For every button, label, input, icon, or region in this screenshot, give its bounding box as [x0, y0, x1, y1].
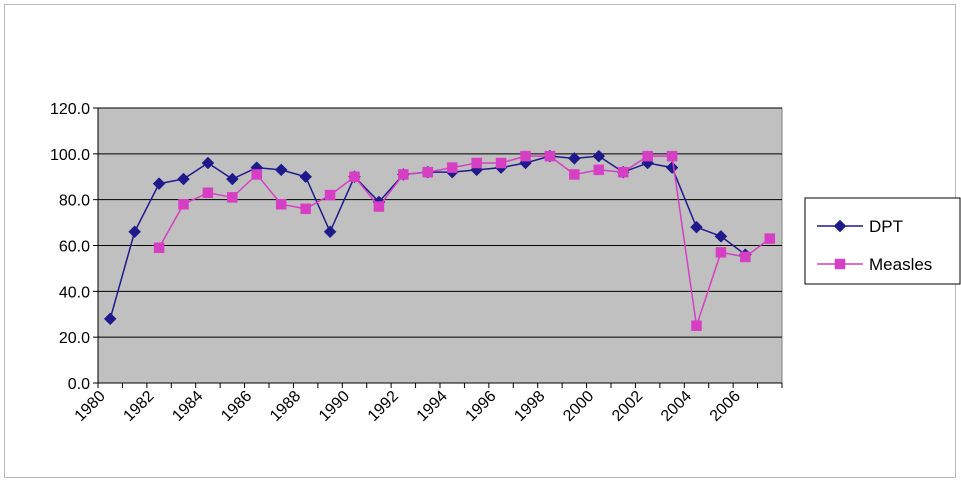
- legend-label: DPT: [869, 217, 903, 236]
- x-tick-label: 1986: [218, 388, 255, 425]
- data-point-square: [834, 258, 846, 270]
- data-point-square: [300, 203, 311, 215]
- data-point-square: [178, 199, 189, 210]
- data-point-diamond: [568, 152, 581, 165]
- data-point-square: [764, 233, 776, 244]
- data-point-diamond: [665, 161, 679, 174]
- x-tick-label: 2006: [707, 388, 744, 425]
- data-point-diamond: [103, 312, 117, 326]
- data-point-square: [373, 201, 385, 212]
- data-point-square: [251, 169, 263, 180]
- y-tick-label: 80.0: [59, 193, 90, 210]
- legend-item-dpt: DPT: [817, 217, 903, 236]
- data-point-square: [642, 150, 653, 162]
- x-tick-label: 1998: [511, 388, 548, 425]
- data-point-square: [666, 150, 678, 162]
- data-point-square: [153, 242, 165, 254]
- data-point-square: [227, 192, 238, 203]
- data-point-square: [544, 150, 556, 162]
- x-tick-label: 2000: [560, 388, 597, 425]
- x-tick-label: 2002: [609, 388, 646, 425]
- x-tick-label: 1982: [120, 388, 157, 425]
- legend-label: Measles: [869, 255, 932, 274]
- data-point-diamond: [152, 177, 166, 190]
- x-tick-label: 2004: [658, 388, 695, 425]
- data-point-diamond: [177, 172, 190, 186]
- y-tick-label: 100.0: [50, 147, 90, 164]
- data-point-square: [349, 171, 360, 182]
- data-point-square: [398, 169, 409, 180]
- data-point-square: [471, 157, 482, 169]
- legend: DPT Measles: [804, 197, 961, 285]
- data-point-diamond: [128, 225, 141, 239]
- legend-item-measles: Measles: [817, 255, 932, 274]
- legend-box: [804, 197, 961, 285]
- data-point-square: [275, 199, 287, 210]
- data-point-square: [446, 162, 458, 173]
- data-point-square: [422, 166, 434, 178]
- y-tick-label: 40.0: [59, 284, 90, 301]
- data-point-diamond: [592, 149, 606, 163]
- y-tick-label: 60.0: [59, 239, 90, 256]
- data-point-diamond: [323, 225, 337, 239]
- x-tick-label: 1996: [462, 388, 499, 425]
- y-tick-label: 20.0: [59, 330, 90, 347]
- x-tick-label: 1984: [169, 388, 206, 425]
- data-point-diamond: [299, 170, 312, 184]
- data-point-square: [715, 247, 727, 258]
- data-point-diamond: [274, 163, 288, 177]
- x-tick-label: 1992: [365, 388, 402, 425]
- data-point-square: [691, 320, 702, 331]
- x-tick-label: 1994: [414, 388, 451, 425]
- y-tick-label: 120.0: [50, 101, 90, 118]
- data-point-square: [520, 150, 531, 162]
- data-point-square: [495, 157, 507, 169]
- x-tick-label: 1990: [316, 388, 353, 425]
- data-point-diamond: [690, 220, 703, 234]
- data-point-square: [202, 187, 214, 199]
- data-point-square: [569, 169, 580, 180]
- x-tick-label: 1980: [72, 388, 109, 425]
- series-measles: [153, 150, 776, 331]
- data-point-diamond: [201, 156, 215, 170]
- data-point-square: [593, 164, 605, 176]
- data-point-diamond: [833, 219, 847, 233]
- data-point-diamond: [714, 229, 728, 243]
- series-group: [103, 149, 776, 331]
- data-point-diamond: [226, 172, 239, 186]
- data-point-square: [617, 166, 629, 178]
- y-tick-label: 0.0: [68, 376, 90, 393]
- x-tick-label: 1988: [267, 388, 304, 425]
- data-point-square: [324, 189, 336, 201]
- data-point-square: [740, 251, 751, 263]
